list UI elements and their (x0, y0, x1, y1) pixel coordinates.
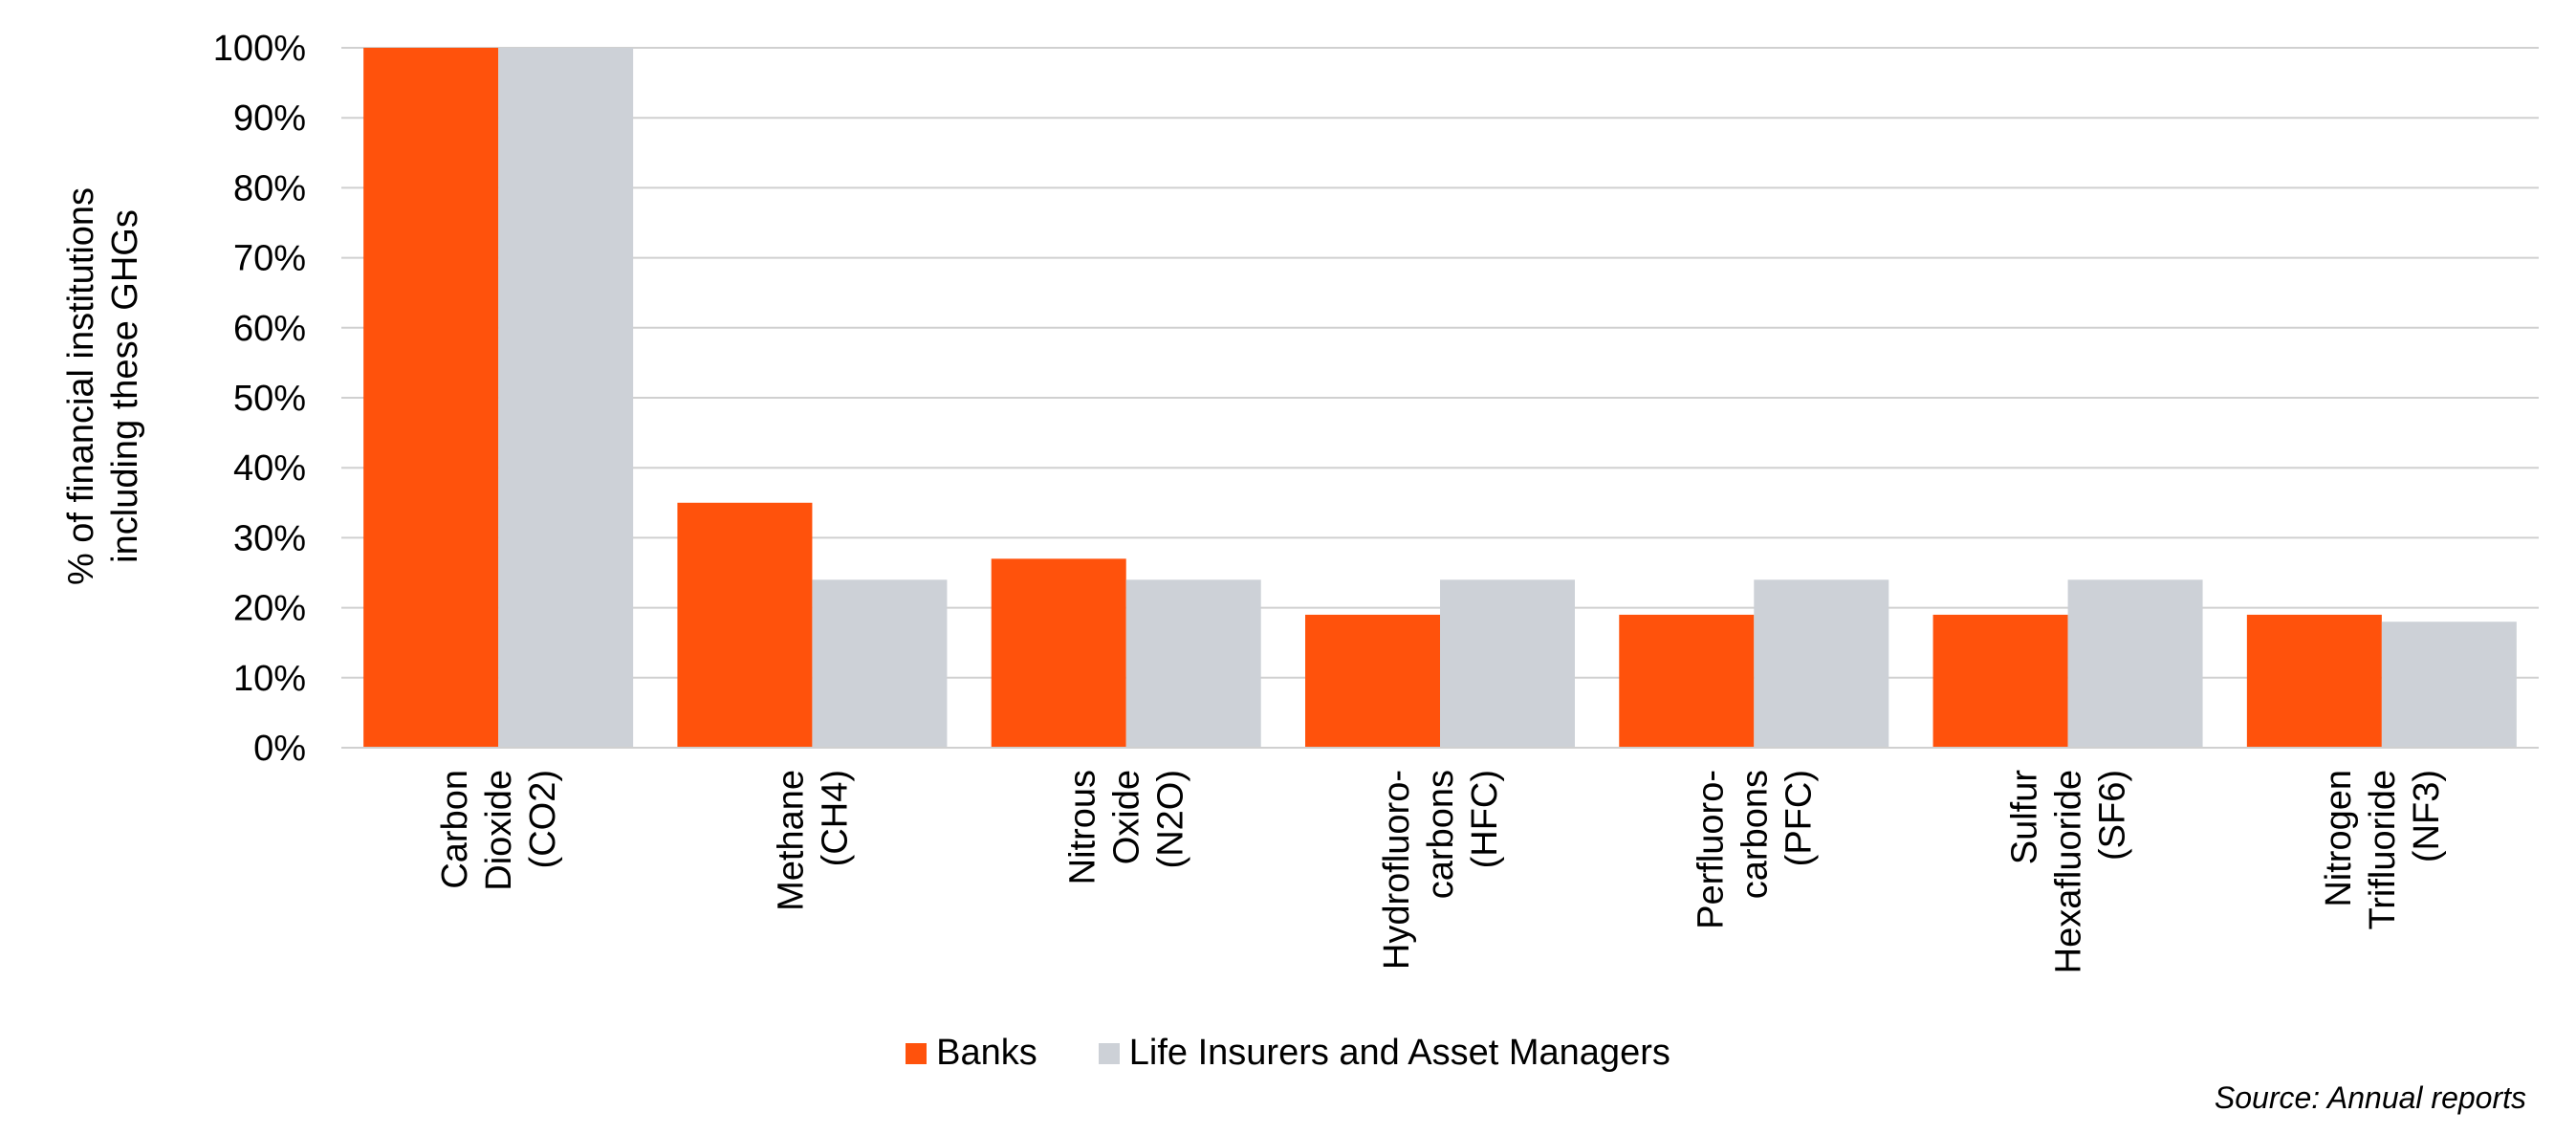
category-label-6-line-0: Nitrogen (2319, 770, 2359, 907)
category-label-6: Nitrogen Trifluoride (NF3) (2319, 770, 2447, 930)
y-tick-label-30: 30% (233, 518, 306, 558)
category-label-1-line-0: Methane (771, 770, 811, 911)
bar-life-insurers-3 (1440, 579, 1575, 748)
category-label-2-line-2: (N2O) (1151, 770, 1191, 868)
y-tick-label-80: 80% (233, 168, 306, 208)
x-axis-categories: Carbon Dioxide (CO2) Methane (CH4) Nitrous Oxi… (435, 770, 2447, 974)
category-label-5-line-1: Hexafluoride (2049, 770, 2089, 973)
source-note: Source: Annual reports (2214, 1080, 2526, 1115)
legend-label-banks: Banks (936, 1033, 1037, 1073)
y-tick-label-90: 90% (233, 98, 306, 139)
category-label-4-line-1: carbons (1735, 770, 1775, 899)
category-label-0: Carbon Dioxide (CO2) (435, 770, 563, 891)
legend-swatch-banks (906, 1042, 928, 1064)
y-tick-label-10: 10% (233, 659, 306, 699)
category-label-5-line-0: Sulfur (2005, 770, 2045, 865)
bar-banks-1 (677, 502, 813, 748)
bar-life-insurers-5 (2067, 579, 2203, 748)
category-label-3-line-0: Hydrofluoro- (1377, 770, 1417, 970)
y-axis-title-line-0: % of financial institutions (61, 187, 101, 585)
bar-life-insurers-6 (2381, 622, 2517, 748)
bar-banks-0 (363, 48, 499, 748)
bar-life-insurers-4 (1754, 579, 1889, 748)
category-label-1-line-1: (CH4) (815, 770, 855, 866)
bar-life-insurers-2 (1125, 579, 1261, 748)
category-label-0-line-0: Carbon (435, 770, 475, 889)
y-tick-label-100: 100% (213, 29, 306, 69)
bar-life-insurers-0 (498, 48, 634, 748)
category-label-3-line-2: (HFC) (1465, 770, 1505, 868)
category-label-4-line-2: (PFC) (1779, 770, 1819, 866)
category-label-2-line-1: Oxide (1107, 770, 1147, 864)
y-tick-label-70: 70% (233, 239, 306, 279)
legend-swatch-life-insurers (1098, 1042, 1120, 1064)
legend-label-life-insurers: Life Insurers and Asset Managers (1128, 1033, 1670, 1073)
y-axis-title: % of financial institutions including the… (61, 187, 145, 585)
category-label-4-line-0: Perfluoro- (1691, 770, 1731, 929)
category-label-4: Perfluoro-carbons (PFC) (1691, 770, 1819, 929)
y-tick-label-0: 0% (253, 729, 306, 769)
category-label-2: Nitrous Oxide (N2O) (1063, 770, 1191, 884)
bar-banks-4 (1619, 614, 1755, 748)
category-label-3-line-1: carbons (1421, 770, 1461, 899)
bar-life-insurers-1 (812, 579, 948, 748)
bar-banks-3 (1305, 614, 1440, 748)
category-label-1: Methane (CH4) (771, 770, 855, 911)
legend: Banks Life Insurers and Asset Managers (0, 1033, 2576, 1074)
y-axis-title-group: % of financial institutions including the… (61, 187, 145, 585)
bar-banks-6 (2246, 614, 2382, 748)
bar-banks-5 (1932, 614, 2068, 748)
y-tick-label-40: 40% (233, 448, 306, 489)
bar-banks-2 (991, 558, 1126, 748)
category-label-6-line-2: (NF3) (2407, 770, 2447, 862)
y-tick-label-60: 60% (233, 309, 306, 349)
category-label-0-line-2: (CO2) (523, 770, 563, 868)
legend-item-banks: Banks (906, 1033, 1037, 1074)
category-label-5-line-2: (SF6) (2093, 770, 2133, 861)
y-tick-label-50: 50% (233, 379, 306, 419)
category-label-3: Hydrofluoro-carbons (HFC) (1377, 770, 1505, 970)
bars (363, 48, 2517, 748)
y-tick-label-20: 20% (233, 589, 306, 629)
category-label-2-line-0: Nitrous (1063, 770, 1103, 884)
legend-item-life-insurers: Life Insurers and Asset Managers (1098, 1033, 1670, 1074)
y-axis-title-line-1: including these GHGs (105, 209, 145, 563)
category-label-6-line-1: Trifluoride (2363, 770, 2403, 930)
category-label-0-line-1: Dioxide (479, 770, 519, 891)
category-label-5: Sulfur Hexafluoride (SF6) (2005, 770, 2133, 974)
y-axis-ticks: 0% 10% 20% 30% 40% 50% 60% 70% 80% 90% 100% (213, 29, 306, 769)
